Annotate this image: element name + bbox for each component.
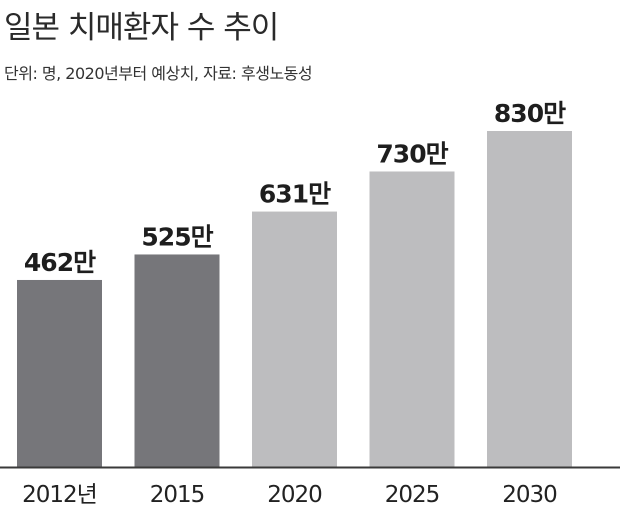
data-label-2: 631만 bbox=[259, 180, 331, 209]
bar-4 bbox=[487, 131, 572, 467]
data-label-3: 730만 bbox=[376, 139, 448, 168]
chart-subtitle: 단위: 명, 2020년부터 예상치, 자료: 후생노동성 bbox=[4, 64, 313, 83]
bar-2 bbox=[252, 211, 337, 467]
bar-1 bbox=[134, 254, 220, 467]
data-label-0: 462만 bbox=[24, 248, 96, 277]
x-tick-label-0: 2012년 bbox=[22, 482, 97, 508]
x-tick-label-2: 2020 bbox=[267, 482, 322, 508]
data-label-4: 830만 bbox=[494, 99, 566, 128]
x-tick-label-4: 2030 bbox=[502, 482, 557, 508]
bar-3 bbox=[369, 171, 455, 467]
data-label-1: 525만 bbox=[141, 222, 213, 251]
x-tick-label-1: 2015 bbox=[150, 482, 205, 508]
chart-title: 일본 치매환자 수 추이 bbox=[4, 10, 279, 46]
bar-0 bbox=[17, 279, 102, 467]
x-tick-label-3: 2025 bbox=[385, 482, 440, 508]
